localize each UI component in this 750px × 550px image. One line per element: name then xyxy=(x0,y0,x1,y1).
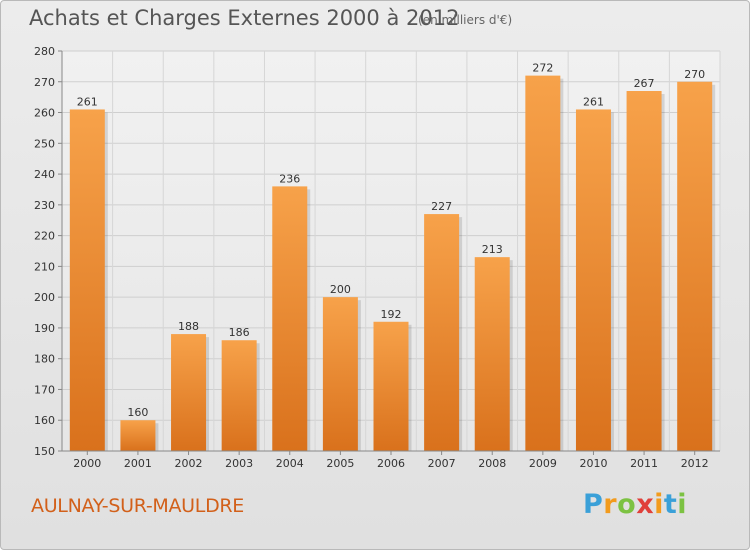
y-tick-label: 270 xyxy=(34,76,55,89)
bars xyxy=(69,75,716,452)
x-tick-label: 2009 xyxy=(529,457,557,470)
data-label: 270 xyxy=(684,68,705,81)
bar xyxy=(69,109,105,451)
y-tick-label: 170 xyxy=(34,383,55,396)
x-tick-label: 2012 xyxy=(681,457,709,470)
data-label: 261 xyxy=(77,95,98,108)
logo-letter: t xyxy=(663,489,678,520)
y-tick-label: 260 xyxy=(34,107,55,120)
y-tick-label: 180 xyxy=(34,353,55,366)
data-label: 160 xyxy=(127,406,148,419)
y-tick-label: 280 xyxy=(34,45,55,58)
y-tick-label: 250 xyxy=(34,137,55,150)
y-tick-label: 190 xyxy=(34,322,55,335)
bar xyxy=(120,420,156,451)
chart-title: Achats et Charges Externes 2000 à 2012 xyxy=(29,6,460,30)
bar xyxy=(373,321,409,451)
logo-letter: P xyxy=(583,489,604,520)
x-tick-label: 2011 xyxy=(630,457,658,470)
x-tick-label: 2008 xyxy=(478,457,506,470)
y-tick-label: 230 xyxy=(34,199,55,212)
data-label: 261 xyxy=(583,95,604,108)
data-label: 272 xyxy=(532,62,553,75)
y-tick-label: 200 xyxy=(34,291,55,304)
y-tick-label: 210 xyxy=(34,260,55,273)
bar xyxy=(677,81,713,452)
proxiti-logo: Proxiti xyxy=(583,489,687,520)
x-tick-label: 2002 xyxy=(175,457,203,470)
bar xyxy=(272,186,308,451)
y-tick-label: 240 xyxy=(34,168,55,181)
data-label: 200 xyxy=(330,283,351,296)
data-label: 188 xyxy=(178,320,199,333)
y-tick-label: 150 xyxy=(34,445,55,458)
bar xyxy=(525,75,561,451)
data-label: 227 xyxy=(431,200,452,213)
bar xyxy=(221,340,257,451)
logo-letter: o xyxy=(617,489,637,520)
bar xyxy=(575,109,611,451)
data-label: 186 xyxy=(229,326,250,339)
x-tick-label: 2003 xyxy=(225,457,253,470)
x-tick-label: 2006 xyxy=(377,457,405,470)
x-tick-label: 2001 xyxy=(124,457,152,470)
bar xyxy=(474,257,510,451)
x-tick-label: 2007 xyxy=(428,457,456,470)
bar xyxy=(171,334,207,451)
axes xyxy=(58,50,720,455)
logo-letter: i xyxy=(654,489,664,520)
data-label: 267 xyxy=(634,77,655,90)
bar xyxy=(322,297,358,451)
logo-letter: x xyxy=(636,489,655,520)
x-tick-label: 2005 xyxy=(326,457,354,470)
data-label: 236 xyxy=(279,172,300,185)
labels: 150 160 170 180 190 200 210 220 230 240 250 260 270 2… xyxy=(34,45,709,470)
bar xyxy=(424,214,460,451)
data-label: 192 xyxy=(381,308,402,321)
bar xyxy=(626,91,662,451)
x-tick-label: 2010 xyxy=(579,457,607,470)
x-tick-label: 2004 xyxy=(276,457,304,470)
logo-letter: i xyxy=(677,489,688,520)
data-label: 213 xyxy=(482,243,503,256)
y-tick-label: 220 xyxy=(34,230,55,243)
x-tick-label: 2000 xyxy=(73,457,101,470)
y-tick-label: 160 xyxy=(34,414,55,427)
chart-subtitle: (en milliers d'€) xyxy=(418,13,513,27)
city-name: AULNAY-SUR-MAULDRE xyxy=(31,495,245,517)
logo-letter: r xyxy=(603,489,618,520)
